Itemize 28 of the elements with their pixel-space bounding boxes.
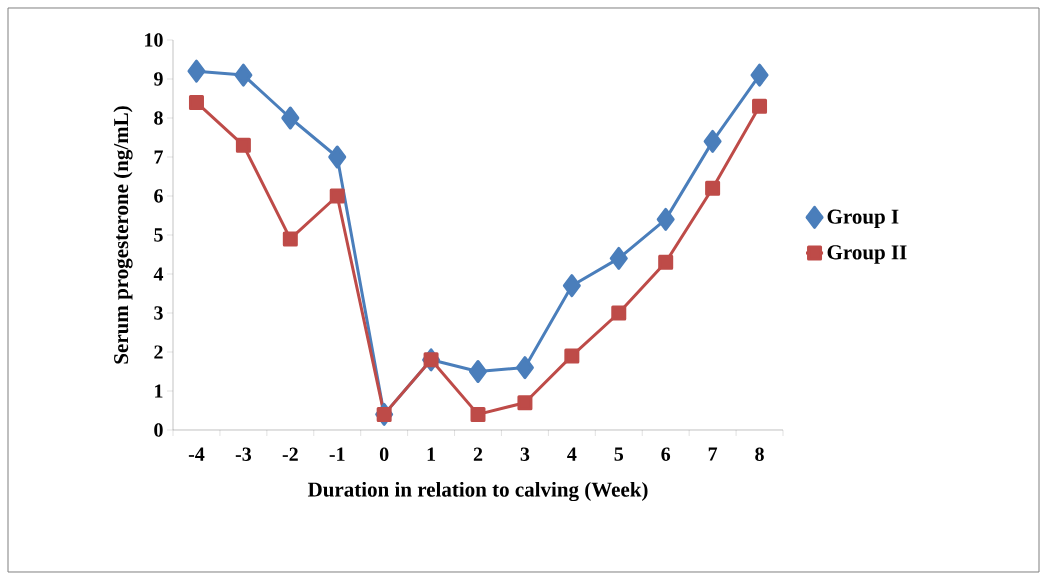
legend-label: Group I [827,209,899,228]
y-tick-label: 2 [154,345,163,359]
x-tick-label: 3 [520,447,530,461]
x-tick-label: 6 [661,447,671,461]
x-tick-label: 7 [708,447,718,461]
x-tick-label: -3 [235,447,252,461]
x-tick-label: 5 [614,447,624,461]
x-tick-label: 0 [379,447,389,462]
y-tick-label: 1 [155,384,163,398]
y-tick-label: 8 [154,111,163,125]
y-tick-label: 10 [145,33,163,47]
y-tick-label: 3 [154,306,163,320]
x-tick-label: 8 [755,447,764,462]
x-tick-label: 1 [427,447,436,461]
x-tick-label: -2 [282,447,298,461]
legend-label: Group II [827,245,907,264]
y-tick-label: 4 [153,267,164,281]
y-axis-title: Serum progesterone (ng/mL) [113,106,133,364]
x-tick-label: -4 [188,447,205,461]
y-tick-label: 9 [154,72,163,86]
y-tick-label: 7 [154,150,163,164]
y-tick-label: 6 [154,189,163,203]
x-axis-title: Duration in relation to calving (Week) [307,481,648,502]
y-tick-label: 5 [154,228,163,242]
x-tick-label: 2 [473,447,483,461]
x-tick-label: 4 [567,447,577,461]
x-tick-label: -1 [329,447,345,461]
y-tick-label: 0 [154,423,163,437]
